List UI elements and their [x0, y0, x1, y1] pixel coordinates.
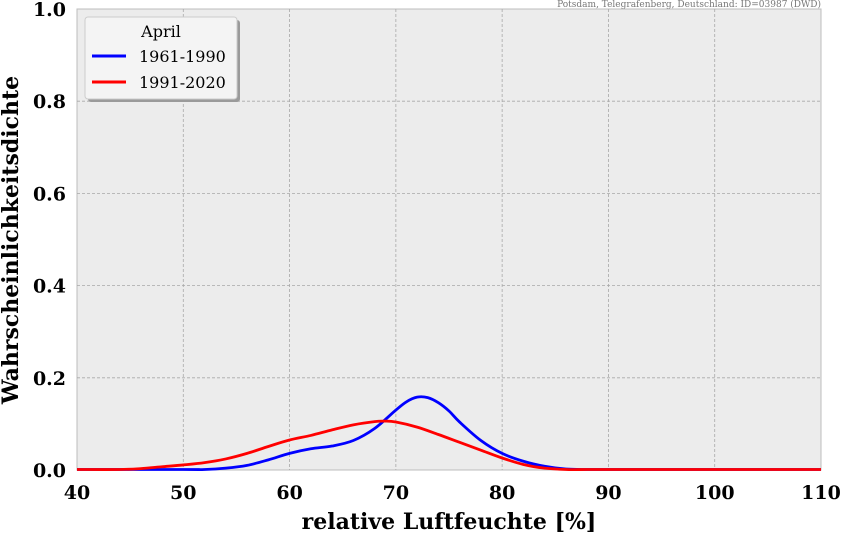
legend-title: April: [140, 22, 181, 41]
series-line-1991-2020: [76, 419, 821, 471]
x-tick-label: 50: [170, 482, 196, 504]
y-axis-title: Wahrscheinlichkeitsdichte: [0, 76, 24, 405]
series-layer: [76, 395, 821, 471]
y-tick-label: 1.0: [33, 0, 66, 21]
x-tick-label: 90: [595, 482, 621, 504]
legend-label-1961-1990: 1961-1990: [139, 47, 226, 66]
legend-label-1991-2020: 1991-2020: [139, 73, 226, 92]
y-tick-label: 0.6: [33, 183, 66, 205]
legend-box: [84, 16, 238, 100]
y-tick-label: 0.2: [33, 368, 66, 390]
x-tick-label: 80: [489, 482, 515, 504]
y-tick-label: 0.0: [33, 460, 66, 482]
y-tick-label: 0.4: [33, 276, 66, 298]
x-tick-label: 100: [695, 482, 735, 504]
x-tick-label: 110: [801, 482, 841, 504]
x-axis-ticks: 40 50 60 70 80 90 100 110: [64, 482, 841, 504]
x-axis-title: relative Luftfeuchte [%]: [302, 509, 597, 533]
x-tick-label: 70: [383, 482, 409, 504]
y-tick-label: 0.8: [33, 91, 66, 113]
y-axis-ticks: 0.0 0.2 0.4 0.6 0.8 1.0: [33, 0, 66, 482]
legend: April 1961-1990 1991-2020: [84, 16, 240, 102]
source-note: Potsdam, Telegrafenberg, Deutschland: ID…: [557, 0, 821, 10]
x-tick-label: 60: [276, 482, 302, 504]
x-tick-label: 40: [64, 482, 90, 504]
